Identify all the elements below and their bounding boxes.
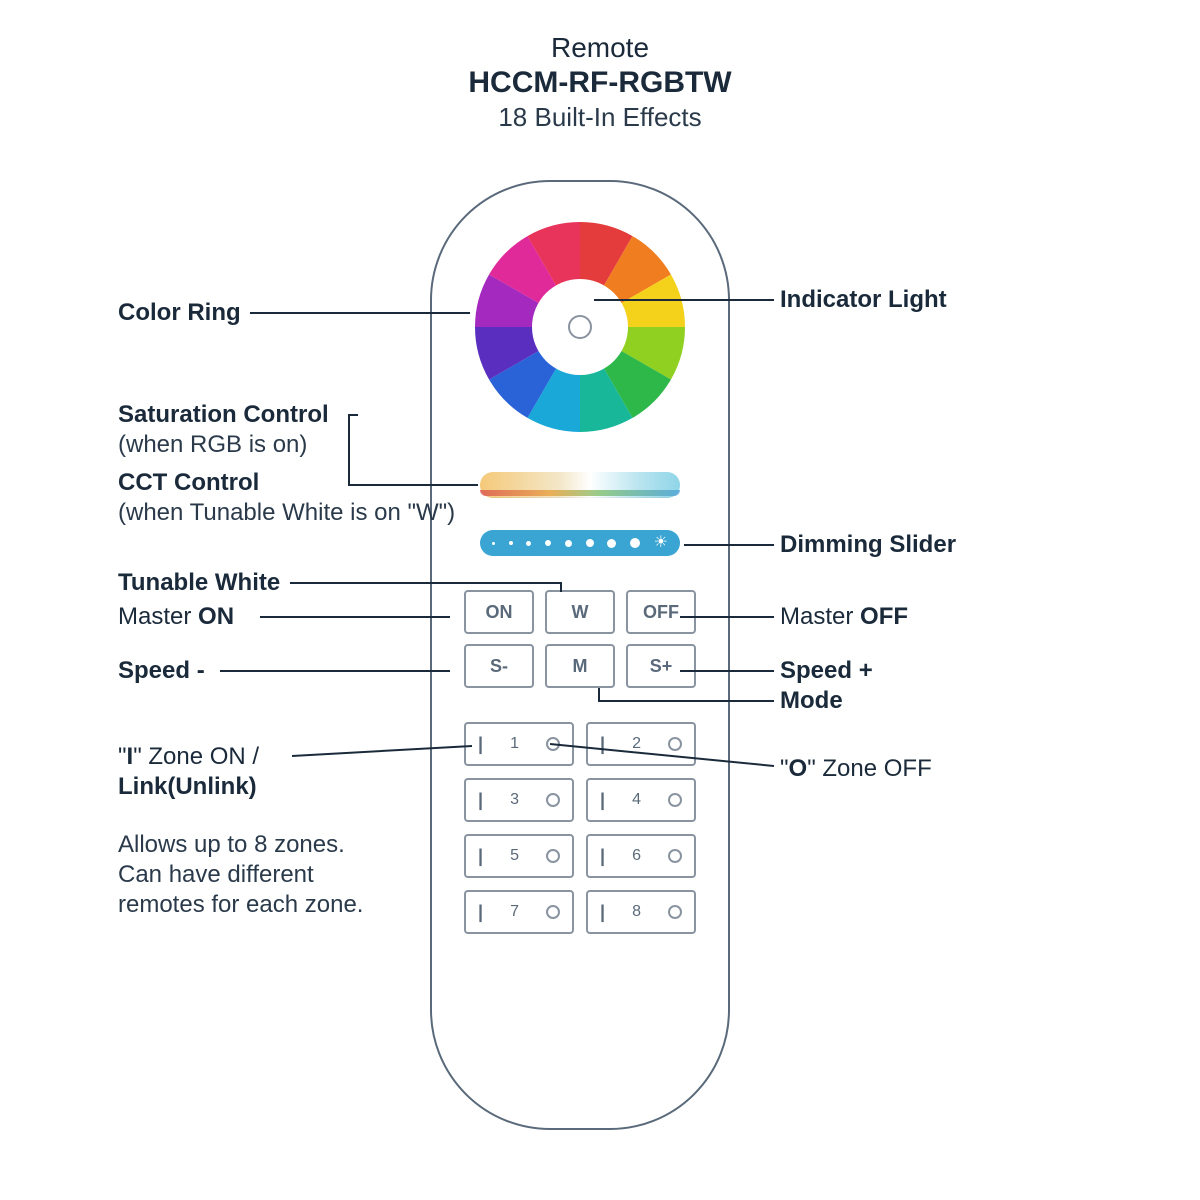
connector (260, 616, 450, 618)
s+-button[interactable]: S+ (626, 644, 696, 688)
connector (560, 582, 562, 592)
dim-dot (565, 540, 572, 547)
connector (292, 740, 482, 780)
zone-number: 3 (510, 791, 519, 809)
dim-dot (492, 542, 495, 545)
zone-off-icon (546, 793, 560, 807)
label-zone-off: "O" Zone OFF (780, 754, 932, 784)
dim-dot (509, 541, 513, 545)
label-saturation: Saturation Control (when RGB is on) (118, 400, 329, 460)
zone-8-button[interactable]: |8 (586, 890, 696, 934)
connector (250, 312, 470, 314)
label-zones-desc: Allows up to 8 zones. Can have different… (118, 830, 378, 920)
zone-off-icon (668, 905, 682, 919)
on-button[interactable]: ON (464, 590, 534, 634)
dimming-slider[interactable]: ☀ (480, 530, 680, 556)
saturation-cct-slider[interactable] (480, 472, 680, 498)
connector (594, 299, 774, 301)
m-button[interactable]: M (545, 644, 615, 688)
label-mode: Mode (780, 686, 843, 716)
w-button[interactable]: W (545, 590, 615, 634)
dim-dot (586, 539, 594, 547)
dim-dot (545, 540, 551, 546)
connector (550, 740, 780, 770)
zone-number: 6 (632, 847, 641, 865)
zone-number: 1 (510, 735, 519, 753)
zone-4-button[interactable]: |4 (586, 778, 696, 822)
label-zone-on: "I" Zone ON / Link(Unlink) (118, 742, 259, 802)
dim-dot (526, 541, 531, 546)
zone-on-icon: | (478, 846, 483, 867)
zone-off-icon (546, 849, 560, 863)
label-color-ring: Color Ring (118, 298, 241, 328)
zone-7-button[interactable]: |7 (464, 890, 574, 934)
zone-5-button[interactable]: |5 (464, 834, 574, 878)
connector (680, 616, 774, 618)
zone-number: 8 (632, 903, 641, 921)
remote-body: ☀ ONWOFFS-MS+ |1|2|3|4|5|6|7|8 (430, 180, 730, 1130)
label-speed-plus: Speed + (780, 656, 873, 686)
zone-off-icon (546, 905, 560, 919)
brightness-max-icon: ☀ (654, 535, 668, 551)
label-cct: CCT Control (when Tunable White is on "W… (118, 468, 455, 528)
connector (680, 670, 774, 672)
label-tunable-white: Tunable White (118, 568, 280, 598)
zone-number: 5 (510, 847, 519, 865)
zone-on-icon: | (478, 790, 483, 811)
title-block: Remote HCCM-RF-RGBTW 18 Built-In Effects (0, 32, 1200, 133)
s--button[interactable]: S- (464, 644, 534, 688)
connector (598, 700, 774, 702)
off-button[interactable]: OFF (626, 590, 696, 634)
connector (290, 582, 560, 584)
label-dimming: Dimming Slider (780, 530, 956, 560)
zone-on-icon: | (600, 790, 605, 811)
label-master-off: Master OFF (780, 602, 908, 632)
connector (684, 544, 774, 546)
zone-number: 7 (510, 903, 519, 921)
label-indicator: Indicator Light (780, 285, 947, 315)
dim-dot (607, 539, 616, 548)
zone-off-icon (668, 849, 682, 863)
connector (348, 414, 350, 486)
function-button-grid: ONWOFF S-MS+ (464, 590, 696, 688)
zone-on-icon: | (600, 902, 605, 923)
title-product-type: Remote (0, 32, 1200, 64)
zone-number: 4 (632, 791, 641, 809)
zone-off-icon (668, 793, 682, 807)
connector (598, 688, 600, 700)
indicator-light (568, 315, 592, 339)
connector (348, 484, 478, 486)
zone-on-icon: | (478, 902, 483, 923)
connector (348, 414, 358, 416)
zone-6-button[interactable]: |6 (586, 834, 696, 878)
dim-dot (630, 538, 640, 548)
label-master-on: Master ON (118, 602, 234, 632)
connector (220, 670, 450, 672)
zone-3-button[interactable]: |3 (464, 778, 574, 822)
title-model: HCCM-RF-RGBTW (0, 66, 1200, 100)
title-subline: 18 Built-In Effects (0, 102, 1200, 133)
color-ring[interactable] (475, 222, 685, 432)
zone-on-icon: | (600, 846, 605, 867)
label-speed-minus: Speed - (118, 656, 205, 686)
